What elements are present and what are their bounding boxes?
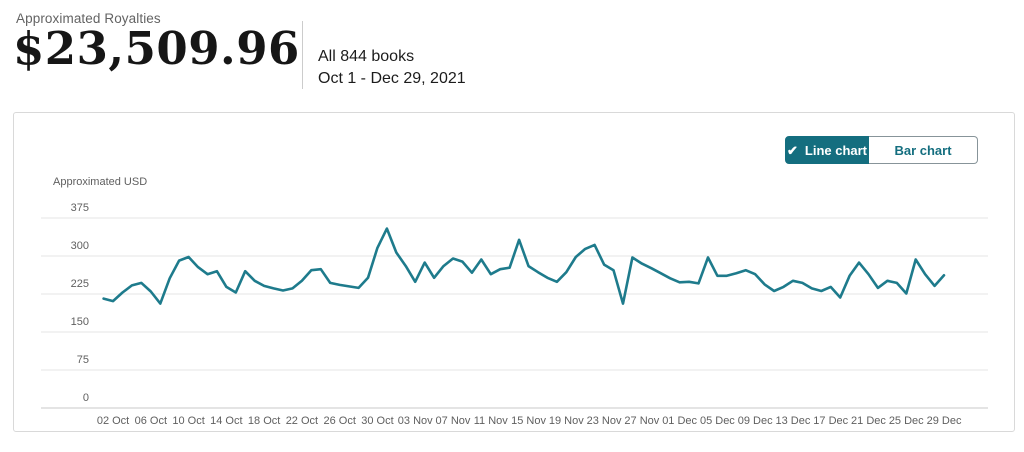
y-tick-label: 225 <box>71 278 89 290</box>
royalties-header: Approximated Royalties $23,509.96 All 84… <box>0 0 1024 100</box>
line-chart-button-label: Line chart <box>804 142 868 158</box>
y-tick-label: 0 <box>83 392 89 404</box>
royalties-chart-panel: ✔ Line chart Bar chart 0 75 150 225 300 375 Ap… <box>13 112 1015 432</box>
bar-chart-button-label: Bar chart <box>894 142 952 158</box>
x-tick-label: 05 Dec <box>700 415 735 427</box>
approximated-royalties-label: Approximated Royalties <box>16 11 161 26</box>
x-tick-label: 21 Dec <box>851 415 886 427</box>
x-tick-label: 11 Nov <box>474 415 509 427</box>
bar-chart-button[interactable]: Bar chart <box>869 136 978 164</box>
check-icon: ✔ <box>786 142 798 158</box>
x-tick-label: 09 Dec <box>738 415 773 427</box>
x-tick-label: 10 Oct <box>172 415 204 427</box>
x-tick-label: 19 Nov <box>549 415 584 427</box>
x-tick-label: 25 Dec <box>889 415 924 427</box>
x-tick-label: 15 Nov <box>511 415 546 427</box>
y-tick-label: 150 <box>71 316 89 328</box>
y-tick-label: 375 <box>71 202 89 214</box>
x-tick-label: 18 Oct <box>248 415 280 427</box>
books-scope-label: All 844 books <box>318 48 415 65</box>
x-tick-label: 23 Nov <box>587 415 622 427</box>
x-tick-label: 17 Dec <box>813 415 848 427</box>
royalties-line-series <box>102 227 946 305</box>
x-tick-label: 14 Oct <box>210 415 242 427</box>
x-tick-label: 27 Nov <box>624 415 659 427</box>
line-chart-button[interactable]: ✔ Line chart <box>785 136 869 164</box>
x-tick-label: 02 Oct <box>97 415 129 427</box>
x-tick-label: 03 Nov <box>398 415 433 427</box>
royalties-line-chart: 0 75 150 225 300 375 Approximated USD 02 Oct 06 … <box>41 176 988 427</box>
chart-type-toggle: ✔ Line chart Bar chart <box>785 136 978 164</box>
header-meta: All 844 books Oct 1 - Dec 29, 2021 <box>318 46 466 90</box>
y-axis-title: Approximated USD <box>53 176 147 188</box>
header-divider <box>302 21 303 89</box>
x-tick-label: 06 Oct <box>135 415 167 427</box>
x-tick-label: 01 Dec <box>662 415 697 427</box>
royalties-amount: $23,509.96 <box>13 22 300 75</box>
x-tick-label: 26 Oct <box>323 415 355 427</box>
x-tick-label: 29 Dec <box>927 415 962 427</box>
x-tick-label: 30 Oct <box>361 415 393 427</box>
x-tick-label: 07 Nov <box>436 415 471 427</box>
x-tick-label: 13 Dec <box>776 415 811 427</box>
date-range-label: Oct 1 - Dec 29, 2021 <box>318 70 466 87</box>
y-tick-label: 300 <box>71 240 89 252</box>
y-tick-label: 75 <box>77 354 89 366</box>
x-tick-label: 22 Oct <box>286 415 318 427</box>
